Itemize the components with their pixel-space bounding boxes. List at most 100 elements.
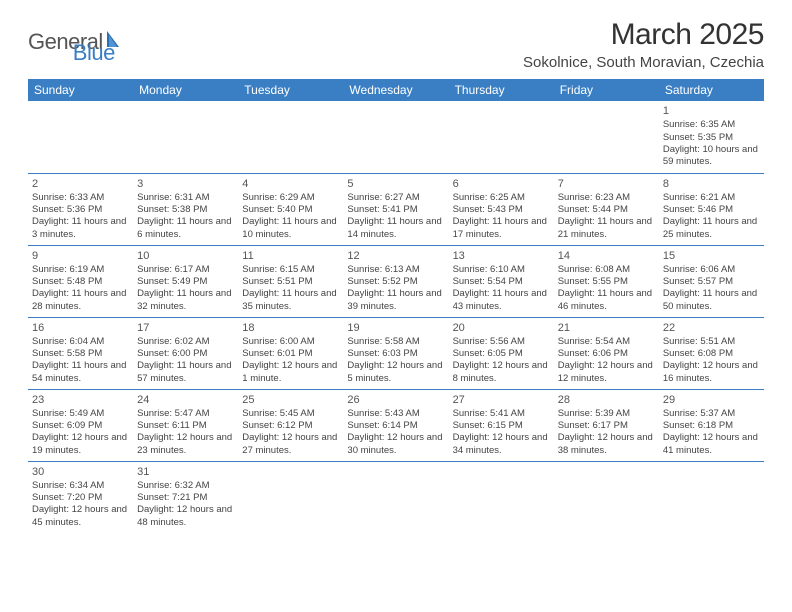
day-number: 27 [453, 393, 550, 407]
calendar-day-cell: 21Sunrise: 5:54 AMSunset: 6:06 PMDayligh… [554, 317, 659, 389]
sunrise-text: Sunrise: 5:41 AM [453, 408, 550, 420]
daylight-text: Daylight: 12 hours and 12 minutes. [558, 360, 655, 385]
day-header: Wednesday [343, 79, 448, 101]
calendar-table: Sunday Monday Tuesday Wednesday Thursday… [28, 79, 764, 533]
day-number: 21 [558, 321, 655, 335]
daylight-text: Daylight: 12 hours and 23 minutes. [137, 432, 234, 457]
day-number: 19 [347, 321, 444, 335]
daylight-text: Daylight: 12 hours and 48 minutes. [137, 504, 234, 529]
sunrise-text: Sunrise: 6:34 AM [32, 480, 129, 492]
sunset-text: Sunset: 5:44 PM [558, 204, 655, 216]
sunrise-text: Sunrise: 5:43 AM [347, 408, 444, 420]
title-block: March 2025 Sokolnice, South Moravian, Cz… [523, 18, 764, 71]
day-number: 15 [663, 249, 760, 263]
sunrise-text: Sunrise: 5:45 AM [242, 408, 339, 420]
sunrise-text: Sunrise: 5:49 AM [32, 408, 129, 420]
calendar-body: 1Sunrise: 6:35 AMSunset: 5:35 PMDaylight… [28, 101, 764, 533]
sunrise-text: Sunrise: 6:35 AM [663, 119, 760, 131]
calendar-day-cell: 18Sunrise: 6:00 AMSunset: 6:01 PMDayligh… [238, 317, 343, 389]
calendar-day-cell: 4Sunrise: 6:29 AMSunset: 5:40 PMDaylight… [238, 173, 343, 245]
sunrise-text: Sunrise: 6:29 AM [242, 192, 339, 204]
sunset-text: Sunset: 5:51 PM [242, 276, 339, 288]
calendar-day-cell [343, 461, 448, 533]
sunset-text: Sunset: 5:58 PM [32, 348, 129, 360]
calendar-day-cell: 7Sunrise: 6:23 AMSunset: 5:44 PMDaylight… [554, 173, 659, 245]
logo: General Blue [28, 18, 115, 66]
calendar-day-cell: 11Sunrise: 6:15 AMSunset: 5:51 PMDayligh… [238, 245, 343, 317]
day-number: 4 [242, 177, 339, 191]
daylight-text: Daylight: 11 hours and 50 minutes. [663, 288, 760, 313]
sunset-text: Sunset: 6:05 PM [453, 348, 550, 360]
calendar-day-cell [449, 461, 554, 533]
sunrise-text: Sunrise: 6:25 AM [453, 192, 550, 204]
calendar-day-cell [554, 101, 659, 173]
sunset-text: Sunset: 5:54 PM [453, 276, 550, 288]
daylight-text: Daylight: 12 hours and 8 minutes. [453, 360, 550, 385]
daylight-text: Daylight: 11 hours and 35 minutes. [242, 288, 339, 313]
sunrise-text: Sunrise: 6:27 AM [347, 192, 444, 204]
day-number: 20 [453, 321, 550, 335]
day-number: 13 [453, 249, 550, 263]
day-number: 11 [242, 249, 339, 263]
day-header: Thursday [449, 79, 554, 101]
sunrise-text: Sunrise: 5:54 AM [558, 336, 655, 348]
calendar-day-cell [238, 461, 343, 533]
calendar-week-row: 30Sunrise: 6:34 AMSunset: 7:20 PMDayligh… [28, 461, 764, 533]
sunset-text: Sunset: 6:12 PM [242, 420, 339, 432]
calendar-day-cell: 6Sunrise: 6:25 AMSunset: 5:43 PMDaylight… [449, 173, 554, 245]
daylight-text: Daylight: 12 hours and 30 minutes. [347, 432, 444, 457]
calendar-day-cell: 8Sunrise: 6:21 AMSunset: 5:46 PMDaylight… [659, 173, 764, 245]
sunset-text: Sunset: 6:11 PM [137, 420, 234, 432]
logo-text-blue: Blue [73, 40, 115, 66]
sunrise-text: Sunrise: 5:56 AM [453, 336, 550, 348]
calendar-day-cell: 29Sunrise: 5:37 AMSunset: 6:18 PMDayligh… [659, 389, 764, 461]
calendar-header-row: Sunday Monday Tuesday Wednesday Thursday… [28, 79, 764, 101]
daylight-text: Daylight: 12 hours and 34 minutes. [453, 432, 550, 457]
sunrise-text: Sunrise: 6:21 AM [663, 192, 760, 204]
daylight-text: Daylight: 12 hours and 38 minutes. [558, 432, 655, 457]
calendar-day-cell: 5Sunrise: 6:27 AMSunset: 5:41 PMDaylight… [343, 173, 448, 245]
calendar-week-row: 2Sunrise: 6:33 AMSunset: 5:36 PMDaylight… [28, 173, 764, 245]
sunrise-text: Sunrise: 5:58 AM [347, 336, 444, 348]
calendar-day-cell: 10Sunrise: 6:17 AMSunset: 5:49 PMDayligh… [133, 245, 238, 317]
calendar-week-row: 1Sunrise: 6:35 AMSunset: 5:35 PMDaylight… [28, 101, 764, 173]
calendar-day-cell: 31Sunrise: 6:32 AMSunset: 7:21 PMDayligh… [133, 461, 238, 533]
calendar-day-cell: 14Sunrise: 6:08 AMSunset: 5:55 PMDayligh… [554, 245, 659, 317]
sunset-text: Sunset: 5:46 PM [663, 204, 760, 216]
day-number: 24 [137, 393, 234, 407]
sunset-text: Sunset: 5:57 PM [663, 276, 760, 288]
day-header: Tuesday [238, 79, 343, 101]
calendar-week-row: 23Sunrise: 5:49 AMSunset: 6:09 PMDayligh… [28, 389, 764, 461]
daylight-text: Daylight: 12 hours and 1 minute. [242, 360, 339, 385]
page: General Blue March 2025 Sokolnice, South… [0, 0, 792, 551]
day-number: 3 [137, 177, 234, 191]
day-number: 1 [663, 104, 760, 118]
sunrise-text: Sunrise: 6:02 AM [137, 336, 234, 348]
calendar-day-cell: 23Sunrise: 5:49 AMSunset: 6:09 PMDayligh… [28, 389, 133, 461]
day-header: Monday [133, 79, 238, 101]
daylight-text: Daylight: 11 hours and 43 minutes. [453, 288, 550, 313]
calendar-day-cell: 13Sunrise: 6:10 AMSunset: 5:54 PMDayligh… [449, 245, 554, 317]
sunset-text: Sunset: 5:40 PM [242, 204, 339, 216]
day-number: 7 [558, 177, 655, 191]
sunset-text: Sunset: 7:21 PM [137, 492, 234, 504]
sunset-text: Sunset: 5:52 PM [347, 276, 444, 288]
sunset-text: Sunset: 5:55 PM [558, 276, 655, 288]
sunset-text: Sunset: 5:49 PM [137, 276, 234, 288]
calendar-day-cell [449, 101, 554, 173]
sunrise-text: Sunrise: 6:04 AM [32, 336, 129, 348]
daylight-text: Daylight: 11 hours and 25 minutes. [663, 216, 760, 241]
daylight-text: Daylight: 12 hours and 45 minutes. [32, 504, 129, 529]
calendar-day-cell: 20Sunrise: 5:56 AMSunset: 6:05 PMDayligh… [449, 317, 554, 389]
calendar-day-cell [343, 101, 448, 173]
day-header: Sunday [28, 79, 133, 101]
day-number: 28 [558, 393, 655, 407]
day-number: 25 [242, 393, 339, 407]
calendar-day-cell: 3Sunrise: 6:31 AMSunset: 5:38 PMDaylight… [133, 173, 238, 245]
calendar-day-cell [659, 461, 764, 533]
calendar-week-row: 9Sunrise: 6:19 AMSunset: 5:48 PMDaylight… [28, 245, 764, 317]
sunrise-text: Sunrise: 6:32 AM [137, 480, 234, 492]
daylight-text: Daylight: 11 hours and 54 minutes. [32, 360, 129, 385]
sunset-text: Sunset: 5:48 PM [32, 276, 129, 288]
daylight-text: Daylight: 11 hours and 14 minutes. [347, 216, 444, 241]
